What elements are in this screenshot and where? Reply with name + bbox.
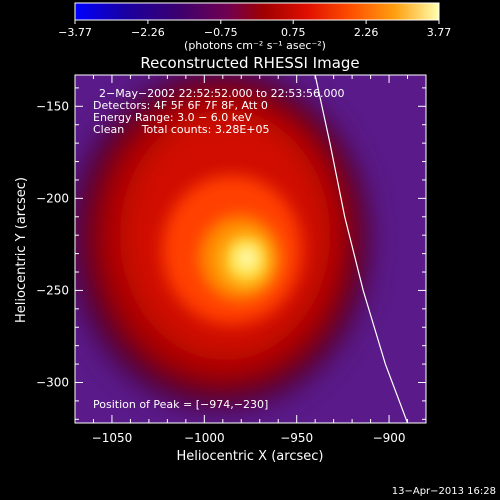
y-tick-label: −150 xyxy=(36,99,69,113)
colorbar-ticks: −3.77 −2.26 −0.75 0.75 2.26 3.77 xyxy=(58,20,451,39)
annotation-detectors: Detectors: 4F 5F 6F 7F 8F, Att 0 xyxy=(93,99,268,112)
colorbar-unit-label: (photons cm⁻² s⁻¹ asec⁻²) xyxy=(184,39,326,52)
colorbar-tick-label: −0.75 xyxy=(204,26,238,39)
annotation-peak: Position of Peak = [−974,−230] xyxy=(93,398,268,411)
y-tick-label: −200 xyxy=(36,191,69,205)
footer-timestamp: 13−Apr−2013 16:28 xyxy=(392,486,496,497)
x-tick-label: −1050 xyxy=(92,431,133,445)
x-tick-label: −950 xyxy=(280,431,313,445)
colorbar-tick-label: 2.26 xyxy=(354,26,379,39)
x-tick-label: −1000 xyxy=(184,431,225,445)
x-tick-label: −900 xyxy=(373,431,406,445)
colorbar-tick-label: −2.26 xyxy=(131,26,165,39)
annotation-time-range: 2−May−2002 22:52:52.000 to 22:53:56.000 xyxy=(99,87,345,100)
y-tick-label: −250 xyxy=(36,283,69,297)
annotation-clean: Clean Total counts: 3.28E+05 xyxy=(93,123,270,136)
colorbar-tick-label: 0.75 xyxy=(281,26,306,39)
y-tick-label: −300 xyxy=(36,375,69,389)
plot-area xyxy=(75,75,426,423)
solar-limb-curve xyxy=(314,75,409,423)
plot-frame xyxy=(74,74,427,424)
annotation-energy: Energy Range: 3.0 − 6.0 keV xyxy=(93,111,253,124)
colorbar-tick-label: 3.77 xyxy=(427,26,452,39)
x-axis-label: Heliocentric X (arcsec) xyxy=(177,449,324,464)
colorbar: −3.77 −2.26 −0.75 0.75 2.26 3.77 (photons cm⁻… xyxy=(58,2,451,52)
colorbar-gradient xyxy=(74,2,440,21)
colorbar-tick-label: −3.77 xyxy=(58,26,92,39)
y-axis-label: Heliocentric Y (arcsec) xyxy=(14,177,29,323)
chart-title: Reconstructed RHESSI Image xyxy=(140,54,359,72)
x-axis-ticks: −1050 −1000 −950 −900 xyxy=(92,75,409,445)
emission-peak xyxy=(237,247,257,269)
y-axis-ticks: −150 −200 −250 −300 xyxy=(36,87,426,420)
annotations: 2−May−2002 22:52:52.000 to 22:53:56.000 … xyxy=(93,87,345,411)
